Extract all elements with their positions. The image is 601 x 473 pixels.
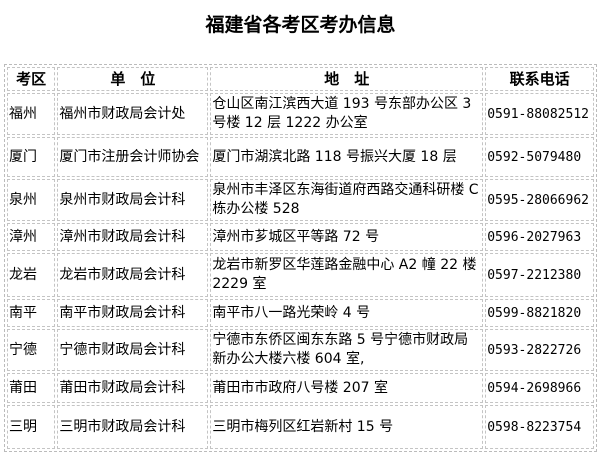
cell-region: 漳州 bbox=[7, 223, 56, 251]
cell-phone: 0593-2822726 bbox=[485, 329, 594, 371]
cell-address: 龙岩市新罗区华莲路金融中心 A2 幢 22 楼 2229 室 bbox=[210, 253, 484, 297]
table-row: 漳州 漳州市财政局会计科 漳州市芗城区平等路 72 号 0596-2027963 bbox=[7, 223, 594, 251]
cell-phone: 0597-2212380 bbox=[485, 253, 594, 297]
cell-region: 莆田 bbox=[7, 373, 56, 403]
cell-region: 三明 bbox=[7, 405, 56, 449]
cell-region: 南平 bbox=[7, 299, 56, 327]
cell-unit: 三明市财政局会计科 bbox=[57, 405, 209, 449]
table-row: 厦门 厦门市注册会计师协会 厦门市湖滨北路 118 号振兴大厦 18 层 0592-5… bbox=[7, 137, 594, 177]
cell-phone: 0598-8223754 bbox=[485, 405, 594, 449]
cell-phone: 0599-8821820 bbox=[485, 299, 594, 327]
cell-address: 仓山区南江滨西大道 193 号东部办公区 3 号楼 12 层 1222 办公室 bbox=[210, 93, 484, 135]
header-region: 考区 bbox=[7, 67, 56, 91]
table-row: 泉州 泉州市财政局会计科 泉州市丰泽区东海街道府西路交通科研楼 C 栋办公楼 528… bbox=[7, 179, 594, 221]
header-unit: 单 位 bbox=[57, 67, 209, 91]
cell-unit: 福州市财政局会计处 bbox=[57, 93, 209, 135]
header-phone: 联系电话 bbox=[485, 67, 594, 91]
cell-phone: 0591-88082512 bbox=[485, 93, 594, 135]
table-header-row: 考区 单 位 地 址 联系电话 bbox=[7, 67, 594, 91]
cell-unit: 莆田市财政局会计科 bbox=[57, 373, 209, 403]
cell-unit: 南平市财政局会计科 bbox=[57, 299, 209, 327]
cell-address: 泉州市丰泽区东海街道府西路交通科研楼 C 栋办公楼 528 bbox=[210, 179, 484, 221]
cell-unit: 龙岩市财政局会计科 bbox=[57, 253, 209, 297]
exam-office-table: 考区 单 位 地 址 联系电话 福州 福州市财政局会计处 仓山区南江滨西大道 193… bbox=[4, 64, 597, 452]
cell-unit: 宁德市财政局会计科 bbox=[57, 329, 209, 371]
cell-phone: 0595-28066962 bbox=[485, 179, 594, 221]
cell-region: 福州 bbox=[7, 93, 56, 135]
cell-unit: 厦门市注册会计师协会 bbox=[57, 137, 209, 177]
cell-address: 莆田市市政府八号楼 207 室 bbox=[210, 373, 484, 403]
cell-address: 宁德市东侨区闽东东路 5 号宁德市财政局新办公大楼六楼 604 室, bbox=[210, 329, 484, 371]
cell-region: 龙岩 bbox=[7, 253, 56, 297]
table-row: 南平 南平市财政局会计科 南平市八一路光荣岭 4 号 0599-8821820 bbox=[7, 299, 594, 327]
cell-phone: 0596-2027963 bbox=[485, 223, 594, 251]
header-address: 地 址 bbox=[210, 67, 484, 91]
cell-region: 宁德 bbox=[7, 329, 56, 371]
cell-unit: 漳州市财政局会计科 bbox=[57, 223, 209, 251]
table-row: 三明 三明市财政局会计科 三明市梅列区红岩新村 15 号 0598-8223754 bbox=[7, 405, 594, 449]
cell-phone: 0594-2698966 bbox=[485, 373, 594, 403]
table-row: 宁德 宁德市财政局会计科 宁德市东侨区闽东东路 5 号宁德市财政局新办公大楼六楼 6… bbox=[7, 329, 594, 371]
cell-address: 南平市八一路光荣岭 4 号 bbox=[210, 299, 484, 327]
cell-address: 厦门市湖滨北路 118 号振兴大厦 18 层 bbox=[210, 137, 484, 177]
cell-address: 三明市梅列区红岩新村 15 号 bbox=[210, 405, 484, 449]
page-title: 福建省各考区考办信息 bbox=[205, 14, 396, 36]
cell-region: 泉州 bbox=[7, 179, 56, 221]
cell-address: 漳州市芗城区平等路 72 号 bbox=[210, 223, 484, 251]
table-row: 龙岩 龙岩市财政局会计科 龙岩市新罗区华莲路金融中心 A2 幢 22 楼 2229 … bbox=[7, 253, 594, 297]
table-row: 莆田 莆田市财政局会计科 莆田市市政府八号楼 207 室 0594-2698966 bbox=[7, 373, 594, 403]
cell-phone: 0592-5079480 bbox=[485, 137, 594, 177]
cell-unit: 泉州市财政局会计科 bbox=[57, 179, 209, 221]
cell-region: 厦门 bbox=[7, 137, 56, 177]
table-row: 福州 福州市财政局会计处 仓山区南江滨西大道 193 号东部办公区 3 号楼 12 … bbox=[7, 93, 594, 135]
